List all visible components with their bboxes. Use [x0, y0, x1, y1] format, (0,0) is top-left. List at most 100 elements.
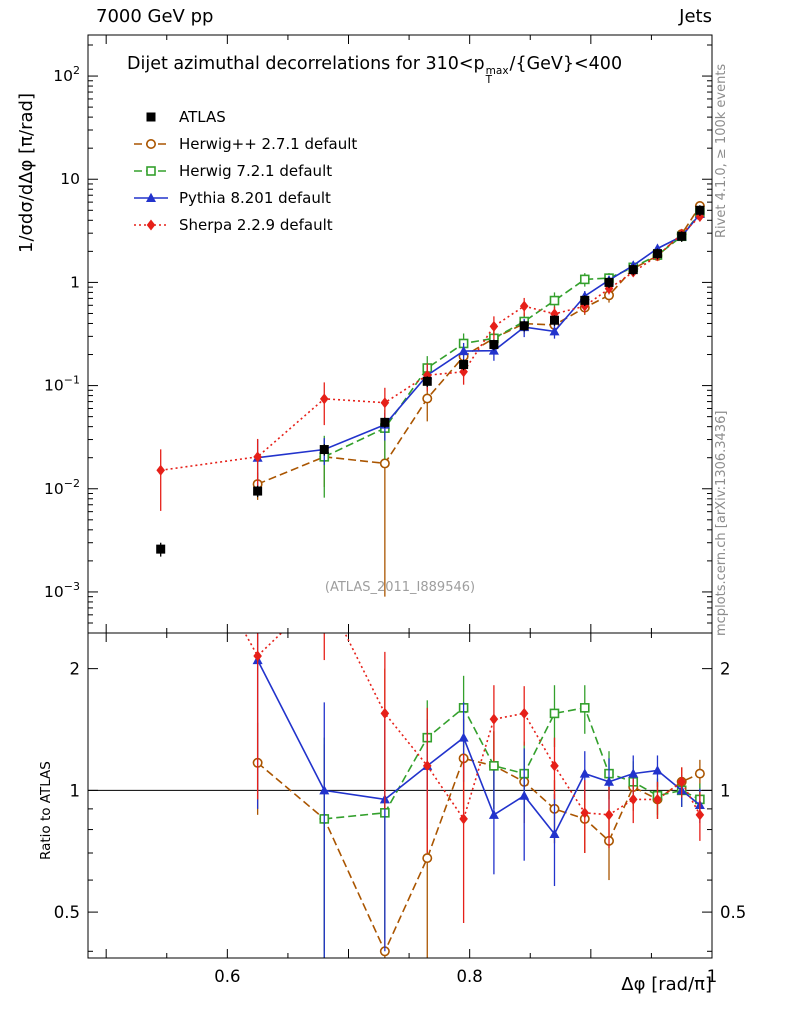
plot-title-prefix: Dijet azimuthal decorrelations for 310<p	[127, 54, 485, 74]
sherpa-line	[160, 215, 701, 472]
svg-text:0.5: 0.5	[720, 903, 746, 922]
tick-labels: 102 10 1 10−1 10−2 10−3 2 2 1 1 0.5 0.5 0.6 0.8 1	[44, 64, 746, 986]
atlas-main-series	[156, 205, 705, 557]
sherpa-point	[253, 650, 262, 662]
herwigpp-point	[422, 853, 433, 864]
sherpa-point	[628, 793, 638, 805]
ratio-panel-frame	[87, 632, 713, 959]
sherpa-point	[459, 366, 468, 378]
sherpa-point	[146, 219, 156, 230]
atlas-point	[549, 315, 559, 325]
herwigpp-point	[146, 138, 156, 149]
atlas-point	[489, 340, 499, 350]
analysis-watermark: (ATLAS_2011_I889546)	[324, 580, 476, 595]
svg-text:10: 10	[60, 170, 80, 188]
pythia-point	[519, 790, 530, 800]
sherpa-point	[156, 464, 165, 476]
sherpa-ratio-series	[243, 633, 705, 923]
pythia-point	[488, 809, 499, 819]
pythia-point	[458, 732, 469, 742]
atlas-point	[677, 231, 687, 241]
legend-item-atlas: ATLAS	[133, 103, 357, 130]
atlas-point	[628, 265, 638, 275]
atlas-point	[652, 249, 662, 259]
pythia-point	[628, 768, 639, 778]
rivet-version-note: Rivet 4.1.0, ≥ 100k events	[714, 63, 729, 238]
svg-text:2: 2	[70, 660, 81, 679]
svg-text:2: 2	[720, 660, 731, 679]
legend-label-atlas: ATLAS	[179, 107, 226, 126]
pythia-point	[549, 326, 560, 336]
sherpa-point	[489, 713, 499, 725]
legend-label-sherpa: Sherpa 2.2.9 default	[179, 215, 333, 234]
plot-title-suffix: /{GeV}<400	[509, 54, 623, 74]
svg-text:0.5: 0.5	[54, 903, 80, 922]
atlas-point	[253, 486, 263, 496]
sherpa-main-series	[156, 211, 705, 511]
sherpa-point	[253, 451, 262, 463]
sherpa-legend-marker-icon	[134, 219, 168, 230]
sherpa-point	[604, 809, 614, 821]
svg-text:0.6: 0.6	[214, 967, 240, 986]
svg-text:1: 1	[707, 967, 718, 986]
atlas-point	[604, 277, 614, 287]
header-beam-energy: 7000 GeV pp	[96, 6, 214, 27]
pythia-point	[604, 776, 615, 786]
legend: ATLAS Herwig++ 2.7.1 default Herwig 7.2.1 …	[133, 103, 357, 238]
herwig7-legend-marker-icon	[134, 165, 168, 176]
pythia-legend-marker-icon	[134, 192, 168, 202]
atlas-point	[380, 417, 390, 427]
pythia-point	[549, 828, 560, 839]
ratio-axis-label: Ratio to ATLAS	[38, 761, 54, 860]
svg-text:1: 1	[720, 781, 731, 800]
legend-label-herwig7: Herwig 7.2.1 default	[179, 161, 333, 180]
herwig7-ratio-series	[319, 675, 705, 958]
sherpa-point	[489, 320, 499, 332]
herwigpp-legend-marker-icon	[134, 138, 168, 149]
svg-text:0.8: 0.8	[457, 967, 483, 986]
svg-text:10−3: 10−3	[44, 580, 80, 601]
svg-text:10−2: 10−2	[44, 477, 80, 498]
y-axis-label: 1/σdσ/dΔφ [π/rad]	[16, 93, 37, 253]
pt-max-stack: max T	[485, 66, 509, 86]
atlas-legend-marker-icon	[146, 112, 156, 121]
sherpa-point	[519, 707, 529, 719]
pt-subscript: T	[485, 74, 493, 86]
herwigpp-point	[379, 458, 390, 469]
sherpa-point	[422, 760, 432, 772]
sherpa-point	[550, 760, 559, 772]
sherpa-point	[459, 813, 468, 825]
pythia-point	[319, 785, 330, 795]
herwig7-point	[579, 703, 590, 713]
legend-item-herwig7: Herwig 7.2.1 default	[133, 157, 357, 184]
atlas-point	[695, 205, 705, 215]
header-analysis-group: Jets	[679, 6, 712, 27]
herwigpp-point	[694, 768, 705, 779]
legend-item-pythia: Pythia 8.201 default	[133, 184, 357, 211]
atlas-point	[519, 321, 529, 331]
svg-text:102: 102	[53, 64, 80, 85]
x-axis-label: Δφ [rad/π]	[621, 974, 712, 995]
atlas-point	[422, 376, 432, 386]
legend-label-herwigpp: Herwig++ 2.7.1 default	[179, 134, 358, 153]
sherpa-point	[653, 793, 662, 805]
herwig7-point	[549, 295, 560, 306]
atlas-point	[459, 360, 469, 370]
atlas-point	[580, 295, 590, 305]
sherpa-point	[380, 707, 390, 719]
pythia-point	[458, 345, 469, 356]
herwig7-main-series	[319, 207, 705, 498]
herwig7-point	[579, 274, 590, 285]
plot-title: Dijet azimuthal decorrelations for 310<p…	[127, 54, 622, 85]
pythia-point	[579, 768, 590, 778]
sherpa-point	[695, 809, 705, 821]
sherpa-point	[380, 397, 390, 409]
legend-item-sherpa: Sherpa 2.2.9 default	[133, 211, 357, 238]
legend-item-herwigpp: Herwig++ 2.7.1 default	[133, 130, 357, 157]
herwigpp-point	[422, 393, 433, 404]
sherpa-point	[677, 776, 687, 788]
sherpa-point	[319, 393, 329, 405]
herwig7-point	[489, 761, 499, 771]
